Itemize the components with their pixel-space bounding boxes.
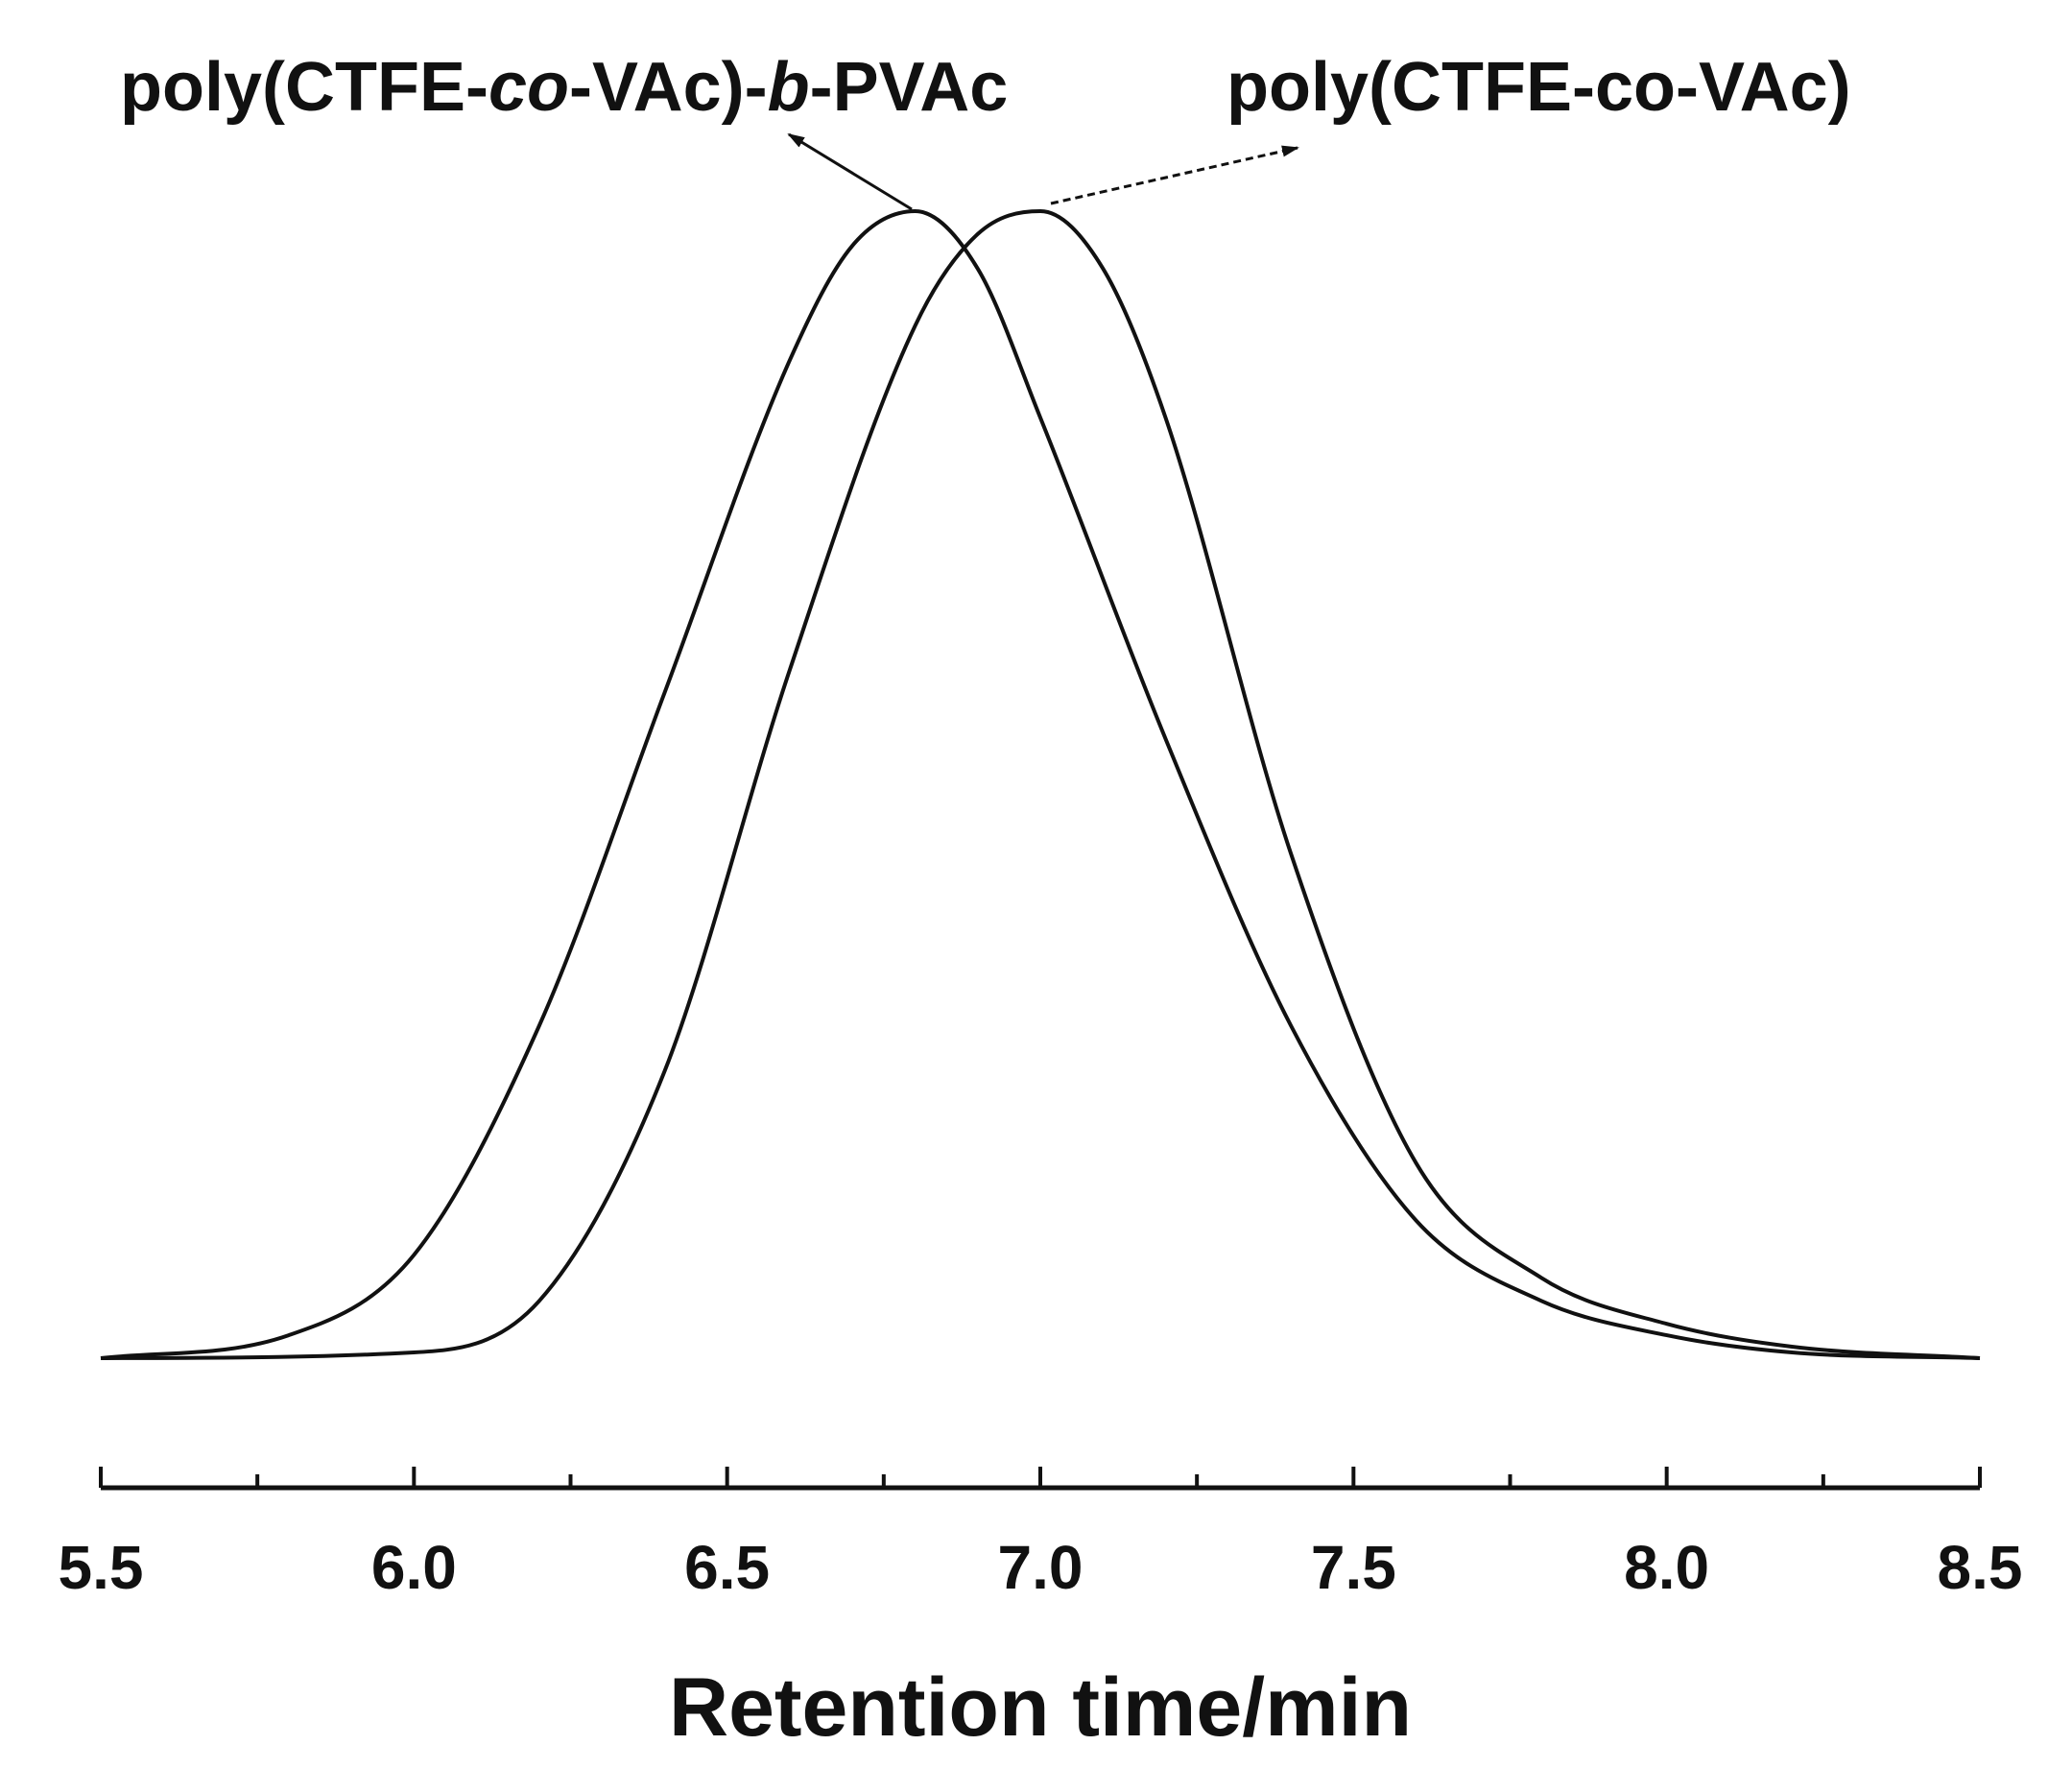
annotation-label-part: -PVAc: [810, 49, 1009, 126]
annotation-label-part: co: [488, 49, 569, 126]
annotation-label-part: -VAc)-: [569, 49, 768, 126]
x-tick-label: 6.5: [684, 1533, 770, 1602]
series-line-block-copolymer: [100, 209, 1981, 1360]
x-tick-label: 5.5: [59, 1533, 144, 1602]
x-tick-label: 8.0: [1624, 1533, 1709, 1602]
annotation-arrow-copolymer: [1050, 145, 1299, 205]
x-axis-title: Retention time/min: [669, 1661, 1412, 1754]
x-tick-label: 7.0: [998, 1533, 1084, 1602]
annotation-arrow-block-copolymer: [787, 132, 913, 211]
x-tick-label: 8.5: [1938, 1533, 2023, 1602]
x-tick-label: 6.0: [371, 1533, 457, 1602]
annotation-label-copolymer: poly(CTFE-co-VAc): [1227, 49, 1851, 126]
x-axis-tick-labels: 5.5 6.0 6.5 7.0 7.5 8.0 8.5: [59, 1533, 2023, 1602]
series-line-copolymer: [100, 209, 1981, 1360]
annotation-label-block-copolymer: poly(CTFE-co-VAc)-b-PVAc: [120, 49, 1008, 126]
x-axis-ticks: [99, 1467, 1982, 1488]
x-tick-label: 7.5: [1311, 1533, 1396, 1602]
annotation-label-part: poly(CTFE-co-VAc): [1227, 49, 1851, 126]
annotation-label-part: poly(CTFE-: [120, 49, 488, 126]
annotation-label-part: b: [768, 49, 810, 126]
